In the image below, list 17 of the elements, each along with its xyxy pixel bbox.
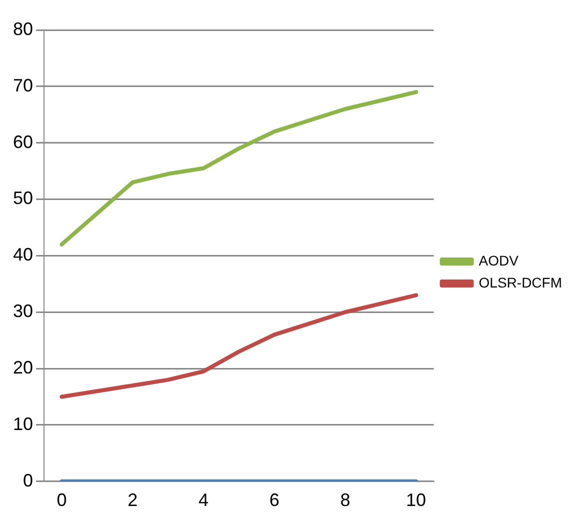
- legend-label: AODV: [478, 252, 520, 268]
- x-tick-label: 2: [128, 490, 138, 510]
- y-tick-label: 20: [12, 358, 34, 378]
- y-tick-label: 30: [12, 301, 34, 322]
- y-tick-label: 80: [12, 18, 34, 39]
- y-tick-label: 40: [12, 244, 34, 265]
- y-tick-label: 50: [12, 188, 34, 208]
- legend-label: OLSR-DCFM: [478, 274, 562, 290]
- x-tick-label: 6: [269, 490, 280, 510]
- y-tick-label: 10: [12, 414, 34, 434]
- x-tick-label: 4: [198, 490, 208, 510]
- y-tick-label: 0: [23, 470, 34, 490]
- x-tick-label: 0: [56, 490, 67, 510]
- x-tick-label: 8: [340, 490, 350, 510]
- y-tick-label: 60: [12, 132, 34, 152]
- x-tick-label: 10: [406, 490, 426, 510]
- y-tick-label: 70: [12, 75, 34, 96]
